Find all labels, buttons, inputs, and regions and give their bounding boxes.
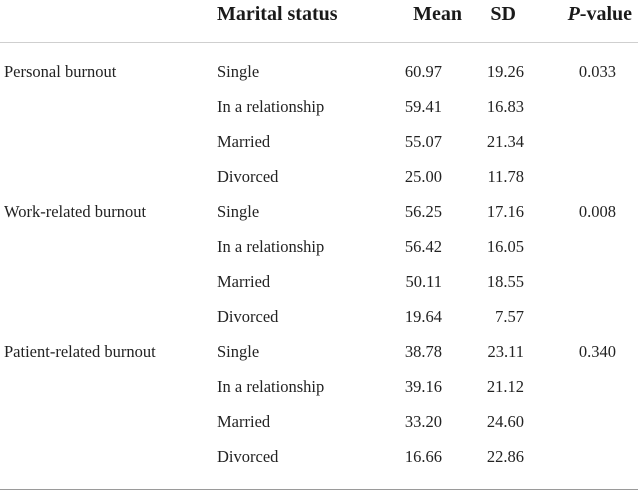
- table-row: In a relationship 39.16 21.12: [0, 375, 638, 410]
- table-row: In a relationship 56.42 16.05: [0, 235, 638, 270]
- cell-mean: 39.16: [404, 377, 442, 396]
- header-p-value: P-value: [532, 3, 632, 26]
- header-marital-status: Marital status: [217, 3, 338, 25]
- cell-marital-status: Single: [217, 202, 260, 221]
- table-row: In a relationship 59.41 16.83: [0, 95, 638, 130]
- cell-mean: 56.25: [404, 202, 442, 221]
- cell-p-value: 0.340: [578, 342, 616, 361]
- table-row: Patient-related burnout Single 38.78 23.11 0…: [0, 340, 638, 375]
- cell-marital-status: Divorced: [217, 447, 279, 466]
- header-sd: SD: [490, 3, 516, 25]
- cell-marital-status: Divorced: [217, 167, 279, 186]
- cell-marital-status: Married: [217, 272, 271, 291]
- cell-sd: 23.11: [487, 342, 524, 361]
- cell-mean: 55.07: [404, 132, 442, 151]
- cell-mean: 16.66: [404, 447, 442, 466]
- cell-mean: 38.78: [404, 342, 442, 361]
- header-p-suffix: -value: [579, 3, 632, 25]
- header-p-italic: P: [567, 3, 580, 25]
- cell-p-value: 0.033: [578, 62, 616, 81]
- cell-marital-status: In a relationship: [217, 377, 325, 396]
- cell-measure: Work-related burnout: [4, 202, 147, 221]
- table-row: Work-related burnout Single 56.25 17.16 0.00…: [0, 200, 638, 235]
- table-row: Personal burnout Single 60.97 19.26 0.033: [0, 60, 638, 95]
- cell-sd: 21.12: [486, 377, 524, 396]
- cell-marital-status: Divorced: [217, 307, 279, 326]
- table-row: Divorced 16.66 22.86: [0, 445, 638, 480]
- header-mean: Mean: [413, 3, 462, 25]
- cell-sd: 7.57: [495, 307, 524, 326]
- cell-sd: 16.83: [486, 97, 524, 116]
- cell-marital-status: Married: [217, 412, 271, 431]
- cell-marital-status: Married: [217, 132, 271, 151]
- cell-sd: 18.55: [486, 272, 524, 291]
- table-row: Married 55.07 21.34: [0, 130, 638, 165]
- table-bottom-rule: [0, 489, 638, 490]
- cell-sd: 24.60: [486, 412, 524, 431]
- table-header: Marital status Mean SD P-value: [0, 0, 638, 40]
- cell-sd: 19.26: [486, 62, 524, 81]
- cell-p-value: 0.008: [578, 202, 616, 221]
- cell-sd: 11.78: [487, 167, 524, 186]
- cell-measure: Patient-related burnout: [4, 342, 156, 361]
- cell-mean: 50.11: [405, 272, 442, 291]
- table-row: Divorced 19.64 7.57: [0, 305, 638, 340]
- cell-sd: 16.05: [486, 237, 524, 256]
- cell-mean: 25.00: [404, 167, 442, 186]
- cell-mean: 56.42: [404, 237, 442, 256]
- cell-measure: Personal burnout: [4, 62, 117, 81]
- cell-sd: 21.34: [486, 132, 524, 151]
- table-body: Personal burnout Single 60.97 19.26 0.033 In …: [0, 60, 638, 480]
- table-row: Divorced 25.00 11.78: [0, 165, 638, 200]
- table-row: Married 33.20 24.60: [0, 410, 638, 445]
- cell-marital-status: Single: [217, 62, 260, 81]
- cell-marital-status: In a relationship: [217, 97, 325, 116]
- cell-mean: 59.41: [404, 97, 442, 116]
- cell-marital-status: In a relationship: [217, 237, 325, 256]
- cell-mean: 19.64: [404, 307, 442, 326]
- cell-sd: 22.86: [486, 447, 524, 466]
- cell-mean: 33.20: [404, 412, 442, 431]
- table-row: Married 50.11 18.55: [0, 270, 638, 305]
- cell-sd: 17.16: [486, 202, 524, 221]
- cell-mean: 60.97: [404, 62, 442, 81]
- cell-marital-status: Single: [217, 342, 260, 361]
- header-divider: [0, 42, 638, 43]
